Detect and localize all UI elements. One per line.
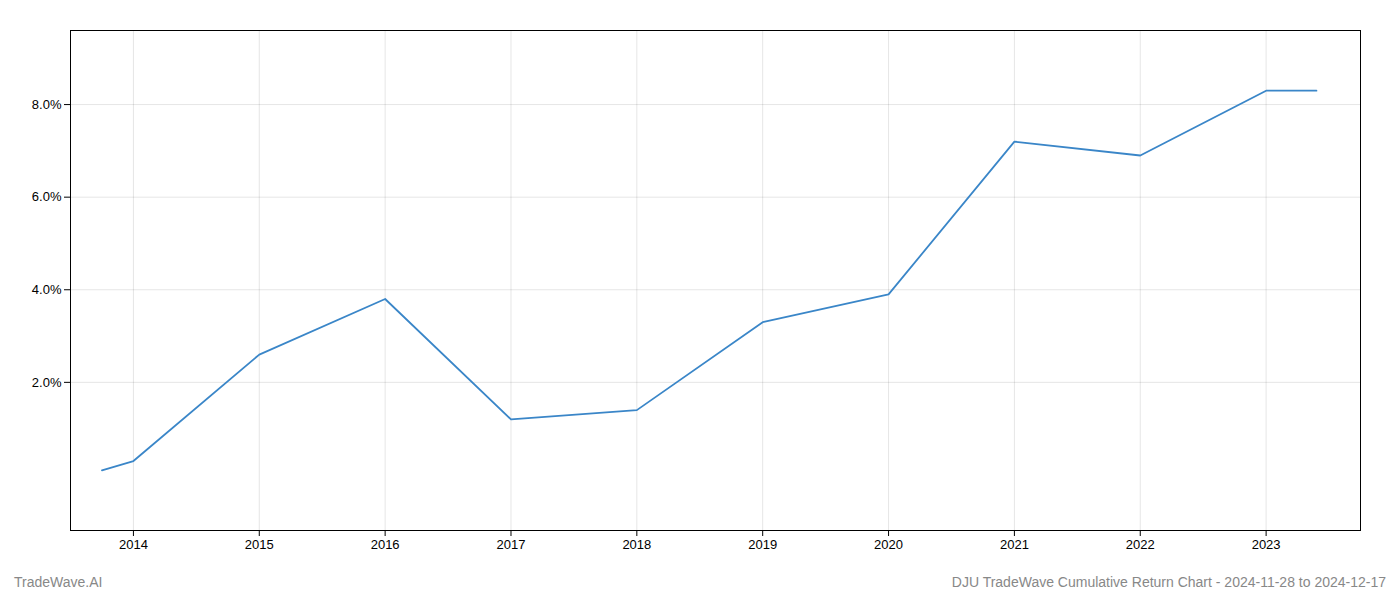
svg-text:6.0%: 6.0% (32, 189, 62, 204)
svg-text:2020: 2020 (874, 537, 903, 552)
svg-text:2023: 2023 (1252, 537, 1281, 552)
svg-text:2.0%: 2.0% (32, 375, 62, 390)
html-text:DJU TradeWave Cumulative Retur: DJU TradeWave Cumulative Return Chart - … (951, 574, 1386, 590)
svg-text:2015: 2015 (245, 537, 274, 552)
svg-text:2017: 2017 (497, 537, 526, 552)
svg-text:2014: 2014 (119, 537, 148, 552)
svg-text:2018: 2018 (622, 537, 651, 552)
svg-text:8.0%: 8.0% (32, 97, 62, 112)
svg-text:4.0%: 4.0% (32, 282, 62, 297)
html-text:TradeWave.AI: TradeWave.AI (14, 574, 103, 590)
svg-text:2021: 2021 (1000, 537, 1029, 552)
svg-text:2016: 2016 (371, 537, 400, 552)
svg-text:2022: 2022 (1126, 537, 1155, 552)
svg-text:2019: 2019 (748, 537, 777, 552)
